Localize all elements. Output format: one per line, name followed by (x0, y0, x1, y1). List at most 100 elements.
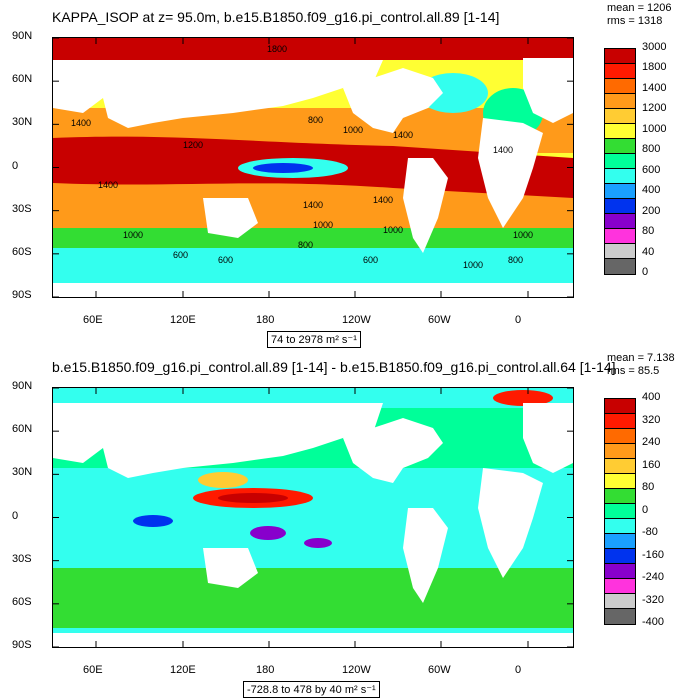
x-tick-label: 120W (342, 664, 371, 676)
colorbar-segment (605, 504, 635, 519)
stat-rms: rms = 1318 (607, 15, 663, 27)
contour-label: 600 (218, 255, 233, 265)
y-tick-label: 60N (12, 73, 33, 86)
colorbar-segment (605, 94, 635, 109)
colorbar-segment (605, 64, 635, 79)
colorbar-segment (605, 564, 635, 579)
colorbar-label: 400 (642, 391, 661, 403)
colorbar-label: -160 (642, 548, 665, 561)
panel-title: KAPPA_ISOP at z= 95.0m, b.e15.B1850.f09_… (52, 9, 500, 25)
colorbar-label: -320 (642, 593, 665, 606)
colorbar-segment (605, 199, 635, 214)
colorbar-segment (605, 139, 635, 154)
contour-label: 1400 (493, 145, 513, 155)
contour-label: 800 (298, 240, 313, 250)
panel-title: b.e15.B1850.f09_g16.pi_control.all.89 [1… (52, 359, 616, 375)
africa-land (478, 468, 543, 578)
colorbar-label: 80 (642, 481, 655, 493)
arctic-anomaly (493, 390, 553, 406)
colorbar-segment (605, 429, 635, 444)
x-tick-label: 180 (256, 314, 275, 326)
colorbar-segment (605, 399, 635, 414)
contour-label: 1000 (123, 230, 143, 240)
contour-label: 1000 (383, 225, 403, 235)
colorbar-label: 240 (642, 436, 661, 448)
europe-land (523, 403, 573, 473)
colorbar-segment (605, 579, 635, 594)
colorbar-label: 400 (642, 184, 661, 197)
stat-rms: rms = 85.5 (607, 365, 660, 377)
contour-label: 600 (363, 255, 378, 265)
panel-difference: b.e15.B1850.f09_g16.pi_control.all.89 [1… (0, 350, 700, 700)
colorbar-segment (605, 229, 635, 244)
colorbar-segment (605, 459, 635, 474)
frame-ticks (53, 38, 573, 297)
y-tick-label: 30S (12, 202, 32, 215)
x-tick-label: 120E (170, 664, 196, 676)
stat-mean: mean = 7.138 (607, 352, 675, 364)
colorbar-segment (605, 184, 635, 199)
colorbar-label: 0 (642, 503, 649, 516)
y-tick-label: 90S (12, 639, 32, 651)
cold-tongue-core (253, 163, 313, 173)
colorbar-segment (605, 444, 635, 459)
colorbar-segment (605, 414, 635, 429)
colorbar-segment (605, 474, 635, 489)
colorbar-segment (605, 609, 635, 624)
panel-kappa-isop: KAPPA_ISOP at z= 95.0m, b.e15.B1850.f09_… (12, 2, 672, 348)
neg-anomaly-3 (304, 538, 332, 548)
south-america-land (403, 508, 448, 603)
arctic-band (53, 38, 573, 60)
australia-land (203, 548, 258, 588)
colorbar-segment (605, 549, 635, 564)
frame-ticks (53, 388, 573, 647)
colorbar-label: -240 (642, 571, 665, 583)
stat-mean: mean = 1206 (607, 2, 672, 14)
x-tick-label: 60E (83, 664, 103, 676)
colorbar-segment (605, 124, 635, 139)
colorbar-label: 1200 (642, 102, 667, 115)
eurasia-land (103, 403, 383, 478)
range-label: 74 to 2978 m² s⁻¹ (267, 331, 361, 348)
contour-label: 1800 (267, 44, 287, 54)
colorbar-label: 40 (642, 245, 655, 258)
contour-label: 800 (508, 255, 523, 265)
colorbar-label: 1000 (642, 122, 667, 135)
colorbar-segment (605, 594, 635, 609)
x-tick-label: 60W (428, 314, 451, 326)
map-frame: 1800 1400 1400 1200 800 1000 1400 1400 1000 1000 1… (52, 37, 574, 298)
y-tick-label: 90N (12, 30, 33, 42)
antarctica-land (53, 633, 573, 647)
west-land (53, 403, 103, 463)
x-tick-label: 120E (170, 314, 196, 326)
y-tick-label: 30N (12, 116, 33, 129)
contour-label: 1400 (98, 180, 118, 190)
y-tick-label: 0 (12, 509, 19, 522)
x-tick-label: 120W (342, 314, 371, 326)
contour-label: 800 (308, 115, 323, 125)
colorbar-segment (605, 489, 635, 504)
colorbar-segment (605, 244, 635, 259)
y-tick-label: 30S (12, 552, 32, 565)
contour-label: 1400 (303, 200, 323, 210)
eurasia-land (103, 60, 383, 128)
contour-label: 1400 (373, 195, 393, 205)
x-tick-label: 60E (83, 314, 103, 326)
colorbar-segment (605, 214, 635, 229)
antarctica-land (53, 283, 573, 297)
north-america-land (343, 68, 443, 133)
x-tick-label: 180 (256, 664, 275, 676)
colorbar-label: 3000 (642, 41, 667, 53)
contour-label: 1000 (463, 260, 483, 270)
y-tick-label: 90N (12, 380, 33, 392)
colorbar-label: 800 (642, 143, 661, 156)
colorbar (604, 398, 636, 625)
colorbar-label: 1800 (642, 61, 667, 74)
pos-anomaly-north (198, 472, 248, 488)
pos-anomaly-core (218, 493, 288, 503)
contour-label: 1000 (513, 230, 533, 240)
y-tick-label: 60S (12, 245, 32, 258)
colorbar-segment (605, 519, 635, 534)
neg-anomaly-2 (250, 526, 286, 540)
